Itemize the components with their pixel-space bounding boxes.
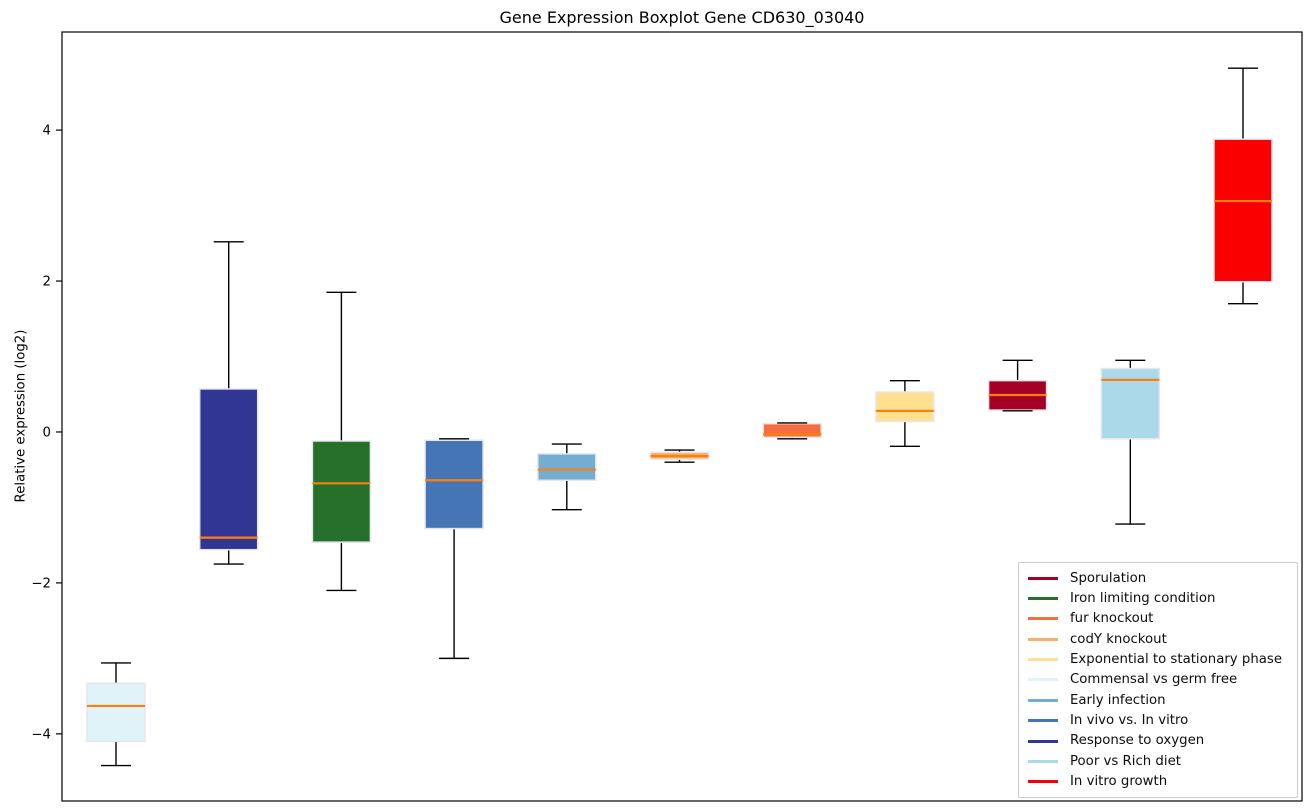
- legend-item: In vivo vs. In vitro: [1019, 714, 1297, 727]
- legend-label: Iron limiting condition: [1070, 590, 1216, 606]
- legend-label: Exponential to stationary phase: [1070, 651, 1283, 667]
- box: [537, 453, 597, 482]
- legend-item: In vitro growth: [1019, 775, 1297, 788]
- legend-label: In vivo vs. In vitro: [1070, 713, 1189, 729]
- legend-label: Poor vs Rich diet: [1070, 753, 1181, 769]
- legend-label: Sporulation: [1070, 570, 1147, 586]
- legend-swatch: [1028, 698, 1058, 702]
- box: [311, 440, 372, 543]
- legend: Sporulation Iron limiting condition fur kn…: [1018, 562, 1298, 798]
- legend-item: Commensal vs germ free: [1019, 672, 1297, 688]
- legend-item: Sporulation: [1019, 570, 1297, 586]
- legend-swatch: [1028, 759, 1058, 763]
- legend-item: Response to oxygen: [1019, 733, 1297, 749]
- legend-swatch: [1028, 597, 1058, 601]
- box: [875, 391, 935, 423]
- legend-swatch: [1028, 678, 1058, 682]
- legend-swatch: [1028, 617, 1058, 621]
- y-tick-label: −4: [31, 727, 51, 742]
- legend-label: codY knockout: [1070, 631, 1167, 647]
- box: [424, 439, 484, 530]
- y-tick-label: 2: [43, 275, 51, 290]
- legend-swatch: [1028, 637, 1058, 641]
- legend-label: Response to oxygen: [1070, 733, 1205, 749]
- legend-swatch: [1028, 780, 1058, 784]
- y-tick-label: 0: [43, 425, 51, 440]
- legend-swatch: [1028, 576, 1058, 580]
- y-tick-label: 4: [43, 124, 51, 139]
- legend-item: codY knockout: [1019, 631, 1297, 647]
- legend-label: fur knockout: [1070, 611, 1154, 627]
- legend-item: Exponential to stationary phase: [1019, 653, 1297, 666]
- legend-swatch: [1028, 658, 1058, 662]
- box: [86, 682, 146, 743]
- box: [198, 388, 259, 551]
- legend-item: Iron limiting condition: [1019, 592, 1297, 605]
- legend-swatch: [1028, 719, 1058, 723]
- legend-item: Poor vs Rich diet: [1019, 753, 1297, 769]
- y-tick-label: −2: [31, 576, 51, 591]
- legend-item: Early infection: [1019, 692, 1297, 708]
- legend-label: In vitro growth: [1070, 774, 1168, 790]
- box: [1213, 138, 1273, 283]
- legend-swatch: [1028, 739, 1058, 743]
- legend-label: Commensal vs germ free: [1070, 672, 1238, 688]
- legend-item: fur knockout: [1019, 611, 1297, 627]
- chart-title: Gene Expression Boxplot Gene CD630_03040: [499, 8, 865, 27]
- legend-label: Early infection: [1070, 692, 1166, 708]
- plot-border: [61, 31, 1303, 802]
